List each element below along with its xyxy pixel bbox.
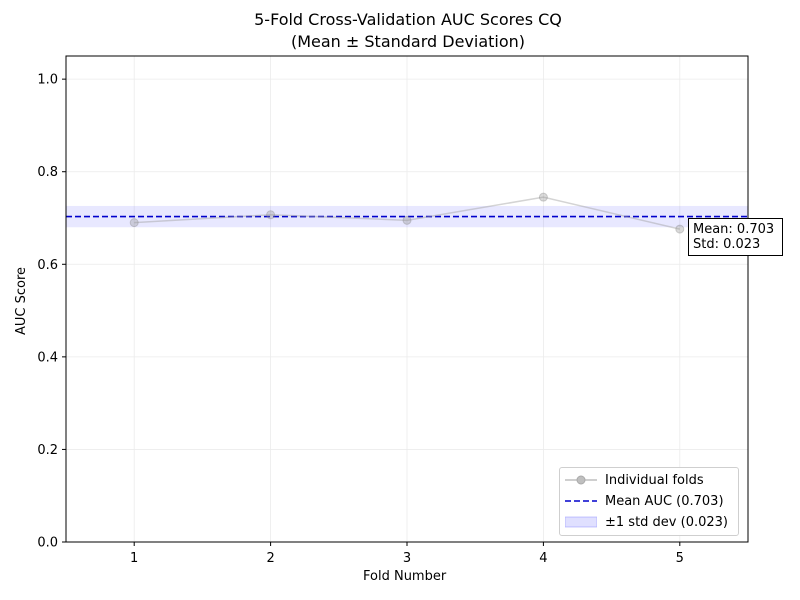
x-tick-label: 1 bbox=[130, 551, 138, 566]
x-axis-ticks: 1 2 3 4 5 bbox=[130, 542, 684, 566]
data-point-fold-5 bbox=[675, 224, 685, 234]
data-point-fold-2 bbox=[266, 210, 276, 220]
x-axis-label: Fold Number bbox=[363, 569, 447, 584]
chart-subtitle: (Mean ± Standard Deviation) bbox=[290, 32, 526, 51]
y-tick-label: 0.8 bbox=[37, 165, 58, 180]
annotation-std: Std: 0.023 bbox=[693, 237, 761, 252]
legend-swatch-std-band bbox=[564, 514, 598, 530]
y-axis-label: AUC Score bbox=[14, 266, 29, 335]
series-line-individual-folds bbox=[134, 196, 680, 230]
annotation-mean: Mean: 0.703 bbox=[693, 222, 775, 237]
y-tick-label: 0.4 bbox=[37, 350, 58, 365]
y-axis-ticks: 0.0 0.2 0.4 0.6 0.8 1.0 bbox=[37, 73, 66, 551]
stats-annotation: Mean: 0.703 Std: 0.023 bbox=[688, 218, 784, 256]
series-points bbox=[129, 192, 685, 234]
chart-title: 5-Fold Cross-Validation AUC Scores CQ bbox=[254, 10, 562, 29]
y-tick-label: 0.0 bbox=[37, 536, 58, 551]
y-tick-label: 0.6 bbox=[37, 258, 58, 273]
legend-item-mean-auc: Mean AUC (0.703) bbox=[565, 491, 724, 511]
x-tick-label: 4 bbox=[539, 551, 547, 566]
legend-swatch-individual-folds bbox=[565, 472, 597, 488]
std-band bbox=[66, 205, 748, 228]
y-tick-label: 1.0 bbox=[37, 73, 58, 88]
legend-item-individual-folds: Individual folds bbox=[565, 470, 704, 490]
y-tick-label: 0.2 bbox=[37, 443, 58, 458]
x-tick-label: 2 bbox=[266, 551, 274, 566]
legend-label-mean-auc: Mean AUC (0.703) bbox=[605, 493, 724, 509]
data-point-fold-4 bbox=[538, 192, 548, 202]
legend: Individual folds Mean AUC (0.703) ±1 std… bbox=[559, 467, 739, 536]
x-tick-label: 3 bbox=[403, 551, 411, 566]
data-point-fold-3 bbox=[402, 215, 412, 225]
legend-label-std-band: ±1 std dev (0.023) bbox=[605, 514, 728, 530]
legend-label-individual-folds: Individual folds bbox=[605, 472, 704, 488]
legend-item-std-band: ±1 std dev (0.023) bbox=[564, 512, 728, 532]
x-tick-label: 5 bbox=[676, 551, 684, 566]
legend-swatch-mean-auc bbox=[565, 493, 597, 509]
data-point-fold-1 bbox=[129, 218, 139, 228]
